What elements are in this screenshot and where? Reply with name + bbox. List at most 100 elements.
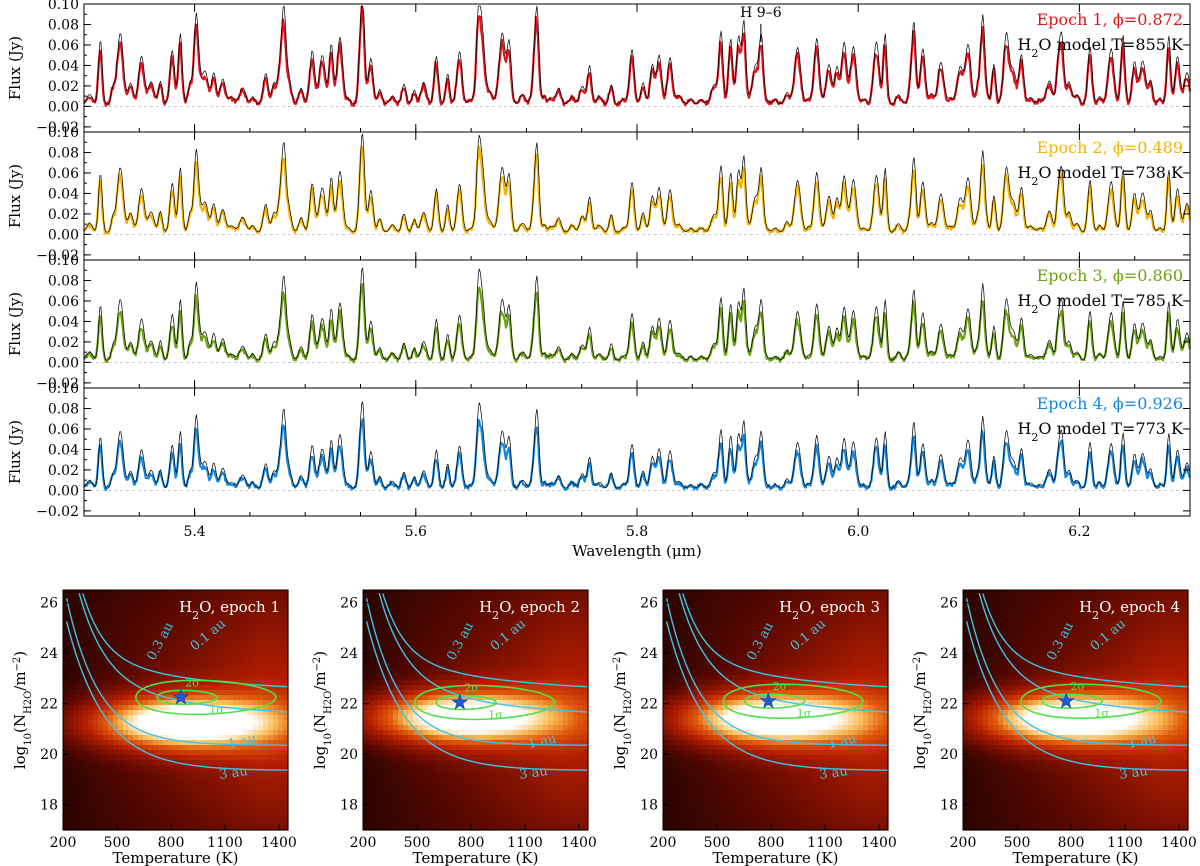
heatmap-cell [458,600,464,606]
heatmap-cell [138,825,144,831]
heatmap-cell [218,675,224,681]
heatmap-cell [683,815,689,821]
heatmap-cell [543,790,549,796]
heatmap-cell [543,675,549,681]
heatmap-cell [463,790,469,796]
heatmap-cell [263,660,269,666]
heatmap-cell [453,815,459,821]
heatmap-cell [388,645,394,651]
heatmap-cell [678,700,684,706]
heatmap-cell [68,765,74,771]
heatmap-cell [258,825,264,831]
heatmap-cell [238,740,244,746]
heatmap-cell [103,610,109,616]
heatmap-cell [508,670,514,676]
heatmap-cell [103,725,109,731]
heatmap-cell [673,590,679,596]
heatmap-cell [113,655,119,661]
heatmap-cell [668,805,674,811]
heatmap-cell [243,735,249,741]
heatmap-cell [663,680,669,686]
heatmap-cell [668,710,674,716]
heatmap-cell [568,720,574,726]
heatmap-cell [213,615,219,621]
heatmap-cell [393,675,399,681]
heatmap-cell [218,665,224,671]
heatmap-cell [68,685,74,691]
heatmap-cell [228,620,234,626]
heatmap-cell [663,655,669,661]
heatmap-cell [83,725,89,731]
heatmap-cell [373,655,379,661]
heatmap-cell [248,595,254,601]
heatmap-cell [418,690,424,696]
heatmap-cell [268,690,274,696]
heatmap-cell [233,695,239,701]
heatmap-cell [673,730,679,736]
heatmap-cell [83,760,89,766]
heatmap-cell [378,590,384,596]
heatmap-cell [138,795,144,801]
heatmap-cell [268,590,274,596]
heatmap-cell [488,630,494,636]
heatmap-cell [78,645,84,651]
radius-contour-label: 3 au [518,764,548,783]
heatmap-cell [208,630,214,636]
heatmap-cell [683,785,689,791]
heatmap-cell [483,615,489,621]
heatmap-cell [168,630,174,636]
heatmap-cell [243,800,249,806]
heatmap-cell [473,630,479,636]
heatmap-cell [93,795,99,801]
heatmap-cell [153,700,159,706]
y-tick-label: 20 [340,747,358,763]
heatmap-cell [673,695,679,701]
heatmap-cell [428,600,434,606]
heatmap-cell [528,630,534,636]
heatmap-cell [188,785,194,791]
heatmap-cell [418,825,424,831]
heatmap-cell [408,740,414,746]
heatmap-cell [198,635,204,641]
heatmap-cell [368,625,374,631]
heatmap-cell [148,635,154,641]
heatmap-cell [388,775,394,781]
heatmap-cell [408,590,414,596]
heatmap-cell [253,720,259,726]
heatmap-cell [113,600,119,606]
heatmap-cell [423,590,429,596]
heatmap-cell [63,685,69,691]
heatmap-cell [373,665,379,671]
heatmap-cell [448,650,454,656]
heatmap-cell [363,775,369,781]
heatmap-cell [518,675,524,681]
heatmap-cell [563,815,569,821]
heatmap-cell [63,610,69,616]
heatmap-cell [533,650,539,656]
heatmap-cell [423,655,429,661]
heatmap-cell [503,620,509,626]
heatmap-cell [128,790,134,796]
heatmap-cell [68,780,74,786]
heatmap-cell [198,775,204,781]
heatmap-cell [553,710,559,716]
heatmap-cell [528,610,534,616]
heatmap-cell [138,730,144,736]
heatmap-cell [483,595,489,601]
heatmap-cell [278,785,284,791]
heatmap-cell [388,600,394,606]
heatmap-cell [403,600,409,606]
heatmap-cell [268,730,274,736]
heatmap-cell [113,635,119,641]
heatmap-cell [563,745,569,751]
heatmap-cell [508,695,514,701]
heatmap-cell [563,810,569,816]
heatmap-cell [428,745,434,751]
heatmap-cell [203,765,209,771]
heatmap-cell [83,710,89,716]
heatmap-cell [213,825,219,831]
heatmap-cell [478,825,484,831]
heatmap-cell [483,805,489,811]
legend-model: H2O model T=855 K [1017,35,1184,60]
